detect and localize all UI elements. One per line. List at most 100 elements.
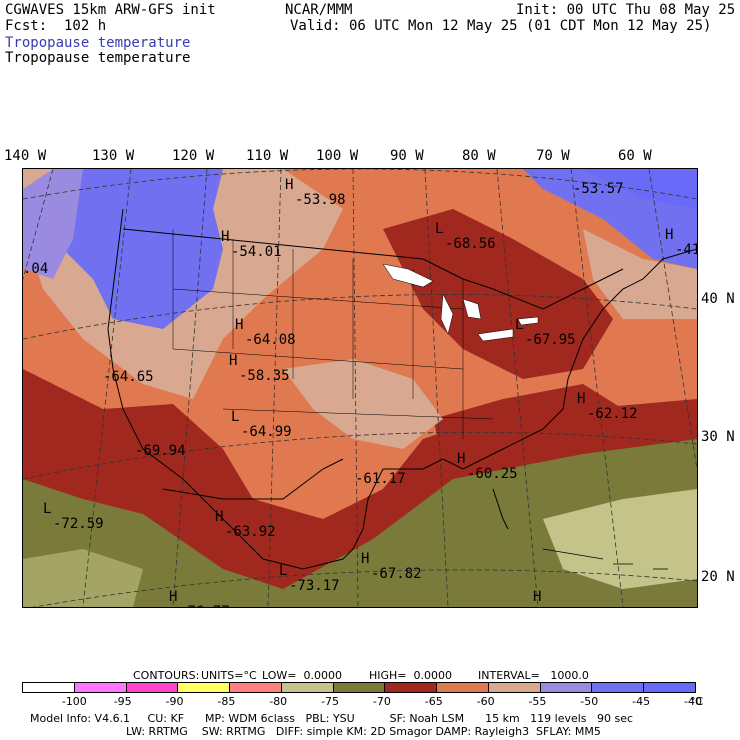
center-value-label: -64.99 [241,424,292,440]
field-55-fill [583,229,697,319]
field-40-fill [583,169,697,209]
low-label: LOW= 0.0000 [262,669,342,682]
colorbar-swatch [178,683,231,692]
field-78-fill [23,549,143,607]
lon-label: 140 W [4,148,47,164]
center-value-label: -60.25 [467,466,518,482]
colorbar-tick-label: -45 [632,695,651,708]
center-value-label: -73.17 [289,578,340,594]
high-center-marker: H [169,589,177,605]
lon-label: 70 W [536,148,570,164]
center-value-label: -53.98 [295,192,346,208]
tropopause-temperature-map: H-53.98-53.57H-54.01L-68.56H-41.04H-64.0… [22,168,698,608]
colorbar-tick-label: -55 [528,695,547,708]
colorbar [22,682,696,693]
field-55-fill [283,359,443,449]
colorbar-tick-label: -60 [476,695,495,708]
high-center-marker: H [577,391,585,407]
colorbar-swatch [126,683,179,692]
colorbar-swatch [333,683,386,692]
center-value-label: -41 [675,242,697,258]
caribbean-islands [542,548,668,570]
low-center-marker: L [279,563,287,579]
colorbar-unit: °C [690,695,704,708]
colored-field-name: Tropopause temperature [5,35,191,51]
colorbar-swatch [540,683,593,692]
lon-label: 80 W [462,148,496,164]
colorbar-swatch [281,683,334,692]
center-value-label: -76.77 [179,604,230,607]
center-value-label: -62.12 [587,406,638,422]
field-70-fill [433,384,623,459]
lat-label: 40 N [701,291,735,307]
colorbar-swatch [592,683,645,692]
center-value-label: -72.59 [53,516,104,532]
model-title: CGWAVES 15km ARW-GFS init [5,2,216,18]
colorbar-swatch [23,683,75,692]
colorbar-swatch [437,683,489,692]
high-center-marker: H [215,509,223,525]
valid-time: Valid: 06 UTC Mon 12 May 25 (01 CDT Mon … [290,18,712,34]
parallel-30n [23,431,697,480]
lat-label: 30 N [701,429,735,445]
field-45-fill [53,169,223,329]
contour-field-name: Tropopause temperature [5,50,191,66]
colorbar-tick-label: -85 [217,695,236,708]
interval-label: INTERVAL= 1000.0 [478,669,589,682]
units-label: UNITS=°C [201,669,257,682]
colorbar-tick-label: -40 [684,695,702,708]
high-center-marker: H [361,551,369,567]
center-value-label: .04 [23,261,48,277]
colorbar-tick-label: -70 [372,695,391,708]
low-center-marker: L [515,317,523,333]
center-value-label: -54.01 [231,244,282,260]
low-center-marker: L [435,221,443,237]
low-center-marker: L [43,501,51,517]
colorbar-tick-label: -75 [321,695,340,708]
high-center-marker: H [221,229,229,245]
lon-label: 100 W [316,148,359,164]
center-value-label: -68.56 [445,236,496,252]
lon-label: 110 W [246,148,289,164]
field-80-fill [543,489,697,589]
lon-label: 130 W [92,148,135,164]
great-lakes [382,263,539,342]
forecast-hour: Fcst: 102 h [5,18,107,34]
colorbar-swatch [74,683,127,692]
center-value-label: -67.82 [371,566,422,582]
us-mexico-border [162,458,344,500]
colorbar-swatch [385,683,438,692]
parallel-20n [32,569,697,607]
colorbar-tick-label: -65 [424,695,443,708]
colorbar-tick-label: -100 [61,695,87,708]
lon-label: 90 W [390,148,424,164]
center-value-label: -64.65 [103,369,154,385]
field-75-fill [23,429,697,607]
high-center-marker: H [665,227,673,243]
center-value-label: -53.57 [573,181,624,197]
high-center-marker: H [457,451,465,467]
center-value-label: -58.35 [239,368,290,384]
colorbar-swatch [488,683,541,692]
colorbar-swatch [230,683,282,692]
lon-label: 60 W [618,148,652,164]
field-70-fill [383,209,613,379]
field-50-fill [23,169,83,279]
colorbar-tick-label: -50 [580,695,599,708]
colorbar-tick-label: -95 [113,695,132,708]
high-center-marker: H [235,317,243,333]
low-center-marker: L [231,409,239,425]
center-value-label: -63.92 [225,524,276,540]
center-value-label: -69.94 [135,443,186,459]
state-borders [172,229,494,439]
model-info-line2: LW: RRTMG SW: RRTMG DIFF: simple KM: 2D … [126,725,601,738]
center-value-label: -64.08 [245,332,296,348]
high-center-marker: H [533,589,541,605]
lon-label: 120 W [172,148,215,164]
lat-label: 20 N [701,569,735,585]
center-name: NCAR/MMM [285,2,353,18]
contours-label: CONTOURS: [133,669,200,682]
high-center-marker: H [229,353,237,369]
high-label: HIGH= 0.0000 [369,669,453,682]
colorbar-tick-label: -80 [269,695,288,708]
